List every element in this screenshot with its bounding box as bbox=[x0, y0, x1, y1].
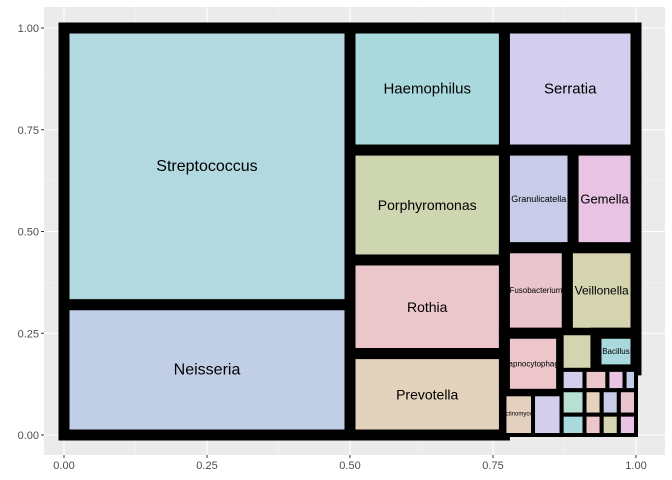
treemap-cell bbox=[599, 412, 621, 437]
cell-label: Granulicatella bbox=[511, 194, 566, 204]
treemap-cell bbox=[498, 22, 642, 156]
treemap-cells: Streptococcus Neisseria Haemophilus Serrati… bbox=[58, 22, 642, 441]
cell-label: Prevotella bbox=[396, 386, 458, 402]
treemap-cell bbox=[344, 22, 510, 156]
treemap-cell bbox=[622, 367, 638, 393]
y-tick-label: 0.75 bbox=[18, 125, 39, 137]
treemap-cell bbox=[582, 367, 610, 393]
cell-label: Haemophilus bbox=[383, 81, 471, 98]
treemap-cell bbox=[344, 144, 510, 266]
treemap-cell bbox=[559, 367, 587, 393]
y-axis: 0.00 0.25 0.50 0.75 1.00 bbox=[18, 23, 44, 442]
treemap-cell bbox=[590, 327, 642, 376]
x-tick-label: 0.00 bbox=[53, 460, 74, 472]
cell-label: Streptococcus bbox=[156, 158, 257, 175]
cell-label: Serratia bbox=[544, 81, 597, 98]
treemap-cell bbox=[616, 412, 639, 437]
treemap-cell bbox=[531, 392, 564, 437]
x-tick-label: 0.25 bbox=[196, 460, 217, 472]
cell-label: Porphyromonas bbox=[378, 197, 477, 213]
treemap-cell bbox=[559, 412, 587, 437]
cell-label: Rothia bbox=[407, 299, 448, 315]
x-tick-label: 1.00 bbox=[625, 460, 646, 472]
cell-label: Bacillus bbox=[602, 347, 630, 356]
cell-label: Gemella bbox=[580, 191, 629, 206]
cell-label: Neisseria bbox=[174, 361, 241, 378]
cell-label: Fusobacterium bbox=[509, 286, 562, 295]
cell-label: Actinomyces bbox=[502, 412, 536, 418]
treemap-cell bbox=[616, 388, 639, 417]
treemap-cell bbox=[582, 388, 604, 417]
treemap-cell bbox=[582, 412, 604, 437]
treemap-cell bbox=[605, 367, 627, 393]
y-tick-label: 1.00 bbox=[18, 23, 39, 35]
y-tick-label: 0.25 bbox=[18, 328, 39, 340]
treemap-cell bbox=[599, 388, 621, 417]
x-tick-label: 0.75 bbox=[482, 460, 503, 472]
x-tick-label: 0.50 bbox=[339, 460, 360, 472]
cell-label: Capnocytophaga bbox=[503, 359, 564, 368]
treemap-cell bbox=[559, 388, 587, 417]
y-tick-label: 0.50 bbox=[18, 227, 39, 239]
y-tick-label: 0.00 bbox=[18, 430, 39, 442]
cell-label: Veillonella bbox=[575, 284, 629, 298]
x-axis: 0.00 0.25 0.50 0.75 1.00 bbox=[53, 455, 647, 472]
